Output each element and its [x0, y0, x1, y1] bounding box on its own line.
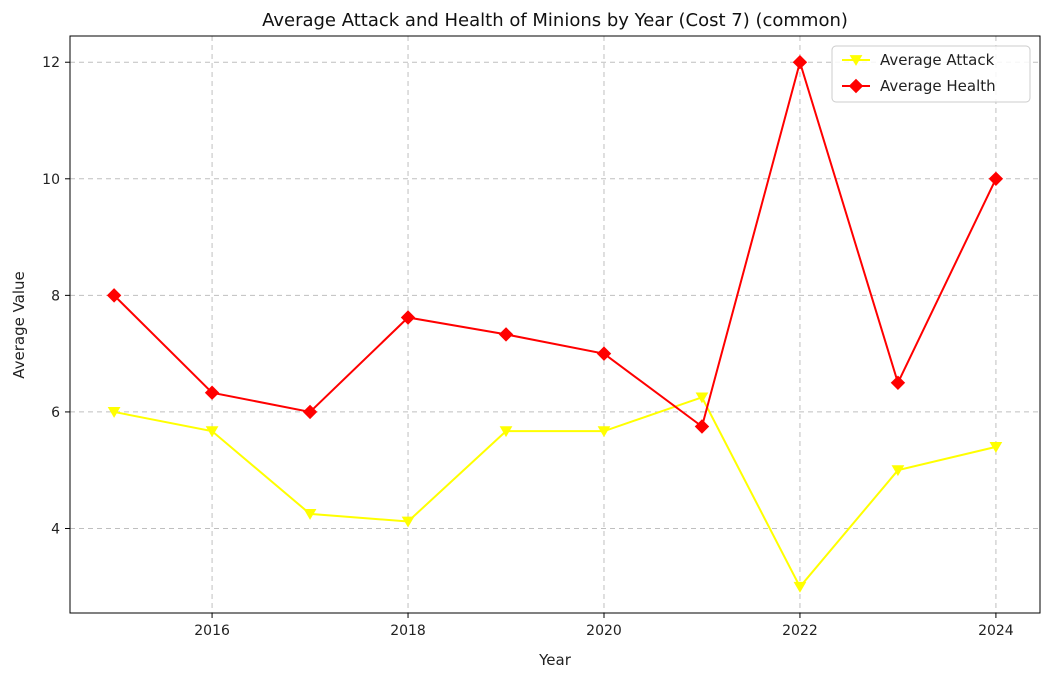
series-line	[113, 396, 997, 589]
legend-label: Average Health	[880, 77, 996, 95]
x-tick-label: 2016	[194, 623, 230, 639]
data-point	[106, 288, 122, 303]
axis-ticks: 2016 2018 2020 2022 2024 4 6 8 10 12	[42, 55, 1014, 639]
data-point	[596, 346, 612, 361]
data-point	[891, 465, 905, 477]
data-point	[499, 426, 513, 438]
legend: Average Attack Average Health	[831, 45, 1031, 103]
y-tick-label: 4	[51, 521, 60, 537]
legend-label: Average Attack	[880, 51, 995, 69]
data-point	[303, 509, 317, 520]
x-axis-title: Year	[538, 651, 572, 669]
chart-title: Average Attack and Health of Minions by …	[262, 10, 848, 31]
plot-area-frame	[69, 35, 1041, 614]
data-point	[498, 327, 514, 342]
data-point	[302, 404, 318, 420]
legend-box	[831, 45, 1031, 103]
data-point	[988, 171, 1004, 187]
data-point	[694, 419, 710, 434]
data-point	[204, 385, 220, 400]
data-point	[400, 310, 416, 325]
legend-marker	[849, 55, 863, 66]
data-point	[890, 375, 906, 390]
data-point	[107, 407, 121, 418]
x-tick-label: 2020	[586, 623, 622, 639]
series-line	[113, 58, 997, 429]
x-tick-label: 2018	[390, 623, 426, 639]
data-point	[695, 392, 709, 404]
data-point	[401, 516, 415, 528]
series-1	[107, 392, 1003, 593]
legend-item: Average Attack	[842, 51, 995, 69]
data-point	[597, 426, 611, 438]
data-point	[205, 426, 219, 438]
y-tick-label: 8	[51, 288, 60, 304]
legend-item: Average Health	[842, 77, 996, 95]
legend-marker	[848, 78, 864, 94]
x-tick-label: 2024	[978, 623, 1014, 639]
y-tick-label: 10	[42, 172, 60, 188]
y-tick-label: 6	[51, 405, 60, 421]
series-layer	[106, 55, 1004, 593]
y-tick-label: 12	[42, 55, 60, 71]
data-point	[792, 55, 808, 70]
data-point	[989, 441, 1003, 453]
y-axis-title: Average Value	[10, 271, 28, 379]
series-2	[106, 55, 1004, 434]
x-tick-label: 2022	[782, 623, 818, 639]
grid-lines	[70, 36, 1040, 613]
data-point	[793, 581, 807, 593]
